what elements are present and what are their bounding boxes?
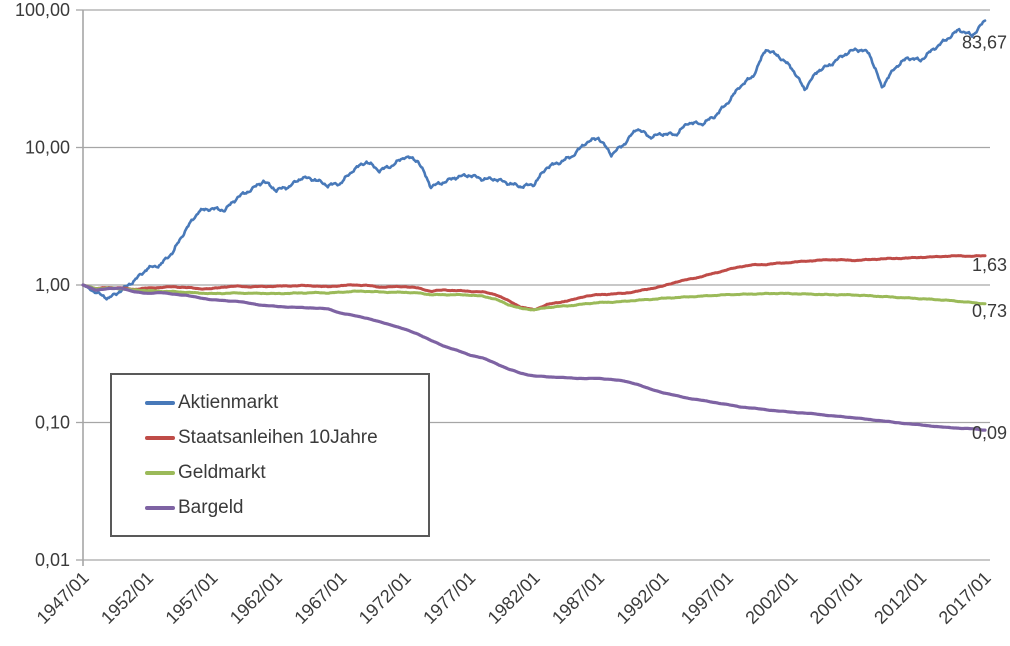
legend-label-aktienmarkt: Aktienmarkt bbox=[178, 391, 279, 413]
x-axis-tick-label: 2012/01 bbox=[870, 568, 930, 628]
x-axis-tick-label: 2017/01 bbox=[935, 568, 995, 628]
legend-item-aktienmarkt: Aktienmarkt bbox=[145, 392, 422, 414]
x-axis-tick-label: 1982/01 bbox=[484, 568, 544, 628]
series-line-aktienmarkt bbox=[81, 19, 987, 301]
legend-label-geldmarkt: Geldmarkt bbox=[178, 461, 266, 483]
legend-swatch-bargeld bbox=[145, 505, 175, 510]
y-axis-label: 10,00 bbox=[25, 138, 70, 158]
series-end-label-geldmarkt: 0,73 bbox=[972, 301, 1007, 321]
x-axis-tick-label: 1992/01 bbox=[613, 568, 673, 628]
legend-item-bargeld: Bargeld bbox=[145, 497, 422, 519]
legend-item-staatsanleihen: Staatsanleihen 10Jahre bbox=[145, 427, 422, 449]
y-axis-label: 1,00 bbox=[35, 275, 70, 295]
series-end-label-bargeld: 0,09 bbox=[972, 423, 1007, 443]
series-end-label-staatsanleihen: 1,63 bbox=[972, 255, 1007, 275]
legend-swatch-aktienmarkt bbox=[145, 400, 175, 405]
legend-item-geldmarkt: Geldmarkt bbox=[145, 462, 422, 484]
legend-swatch-staatsanleihen bbox=[145, 435, 175, 440]
x-axis-tick-label: 1947/01 bbox=[33, 568, 93, 628]
y-axis-label: 100,00 bbox=[15, 0, 70, 20]
legend-swatch-geldmarkt bbox=[145, 470, 175, 475]
x-axis-tick-label: 1967/01 bbox=[290, 568, 350, 628]
y-axis-label: 0,10 bbox=[35, 413, 70, 433]
series-line-geldmarkt bbox=[81, 283, 987, 312]
x-axis-tick-label: 1987/01 bbox=[548, 568, 608, 628]
x-axis-tick-label: 2007/01 bbox=[806, 568, 866, 628]
x-axis-tick-label: 2002/01 bbox=[741, 568, 801, 628]
series-end-label-aktienmarkt: 83,67 bbox=[962, 33, 1007, 53]
legend-label-staatsanleihen: Staatsanleihen 10Jahre bbox=[178, 426, 378, 448]
x-axis-tick-label: 1972/01 bbox=[355, 568, 415, 628]
y-axis-label: 0,01 bbox=[35, 550, 70, 570]
x-axis-tick-label: 1962/01 bbox=[226, 568, 286, 628]
x-axis-tick-label: 1957/01 bbox=[162, 568, 222, 628]
legend-label-bargeld: Bargeld bbox=[178, 496, 244, 518]
x-axis-tick-label: 1977/01 bbox=[419, 568, 479, 628]
x-axis-tick-label: 1952/01 bbox=[97, 568, 157, 628]
x-axis-tick-label: 1997/01 bbox=[677, 568, 737, 628]
series-line-bargeld bbox=[81, 283, 987, 432]
legend: Aktienmarkt Staatsanleihen 10Jahre Geldmar… bbox=[110, 373, 430, 537]
